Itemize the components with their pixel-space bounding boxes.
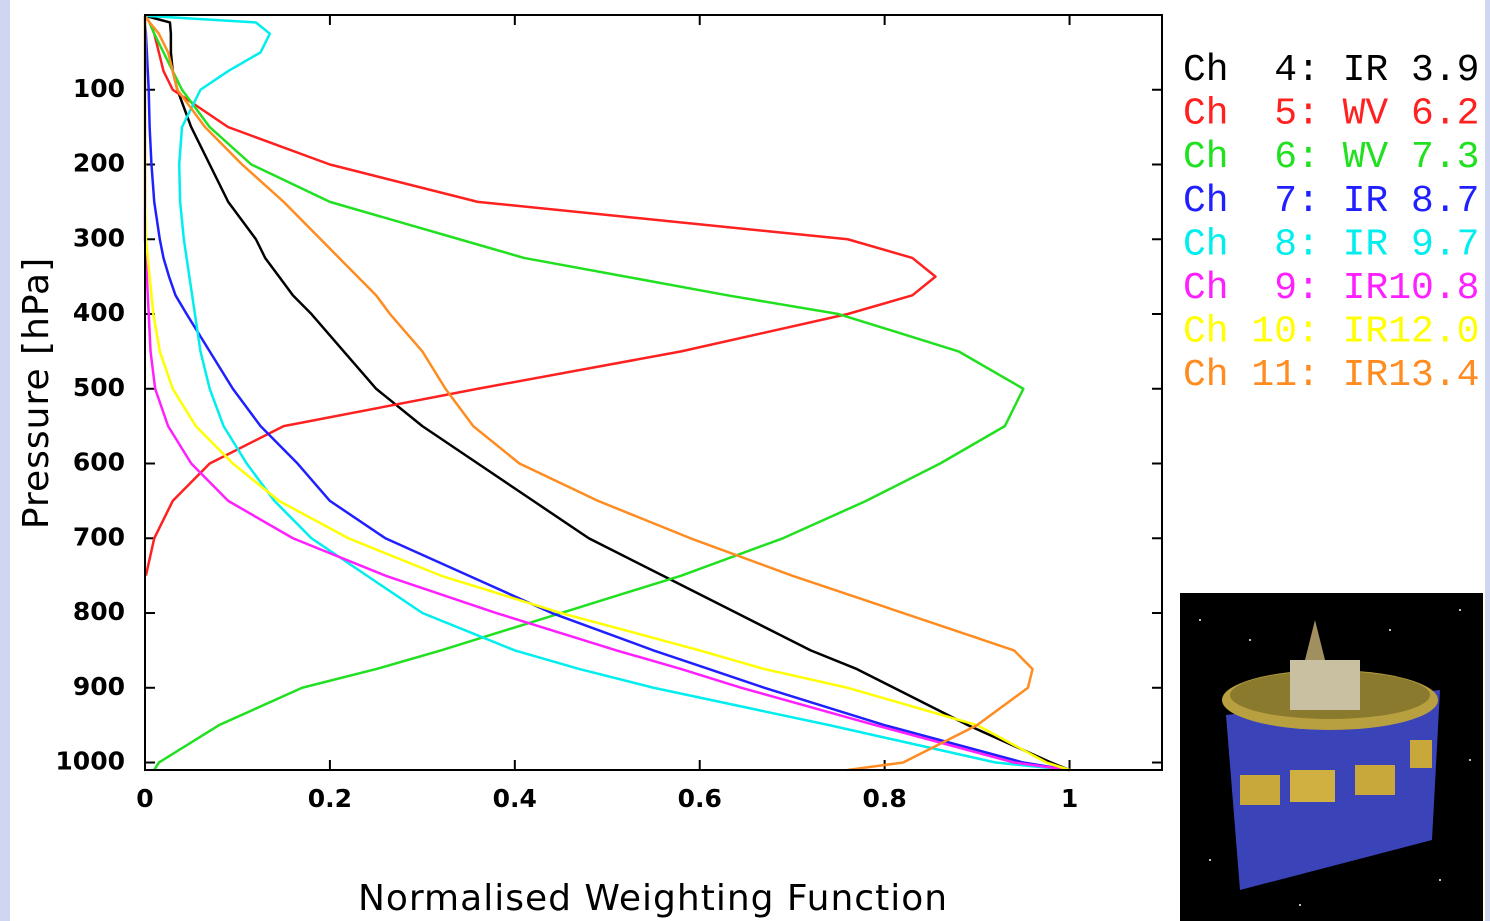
y-tick-label: 200	[73, 149, 125, 178]
x-axis-label: Normalised Weighting Function	[358, 878, 948, 919]
y-tick-label: 700	[73, 522, 125, 551]
legend-entry: Ch 7: IR 8.7	[1183, 180, 1479, 223]
y-tick-label: 100	[73, 74, 125, 103]
legend-entry: Ch 6: WV 7.3	[1183, 136, 1479, 179]
legend-entry: Ch 11: IR13.4	[1183, 354, 1479, 397]
legend-entry: Ch 4: IR 3.9	[1183, 49, 1479, 92]
y-tick-label: 300	[73, 223, 125, 252]
series-line	[143, 15, 937, 576]
series-line	[144, 14, 1070, 772]
y-tick-label: 900	[73, 672, 125, 701]
x-tick-label: 1	[1061, 784, 1078, 813]
legend-entry: Ch 9: IR10.8	[1183, 267, 1479, 310]
y-axis-label: Pressure [hPa]	[16, 257, 57, 529]
x-tick-label: 0.8	[862, 784, 906, 813]
legend-entry: Ch 10: IR12.0	[1183, 311, 1479, 354]
x-tick-label: 0	[136, 784, 153, 813]
y-tick-label: 600	[73, 448, 125, 477]
x-tick-label: 0.4	[493, 784, 537, 813]
series-line	[143, 15, 1025, 771]
satellite-image	[1180, 593, 1483, 921]
y-tick-label: 500	[73, 373, 125, 402]
series-line	[143, 15, 1034, 772]
legend-entry: Ch 5: WV 6.2	[1183, 93, 1479, 136]
x-tick-label: 0.6	[678, 784, 722, 813]
y-tick-label: 800	[73, 597, 125, 626]
legend-entry: Ch 8: IR 9.7	[1183, 223, 1479, 266]
x-tick-label: 0.2	[308, 784, 352, 813]
y-tick-label: 1000	[55, 747, 125, 776]
plot-frame	[144, 14, 1163, 771]
y-tick-label: 400	[73, 298, 125, 327]
